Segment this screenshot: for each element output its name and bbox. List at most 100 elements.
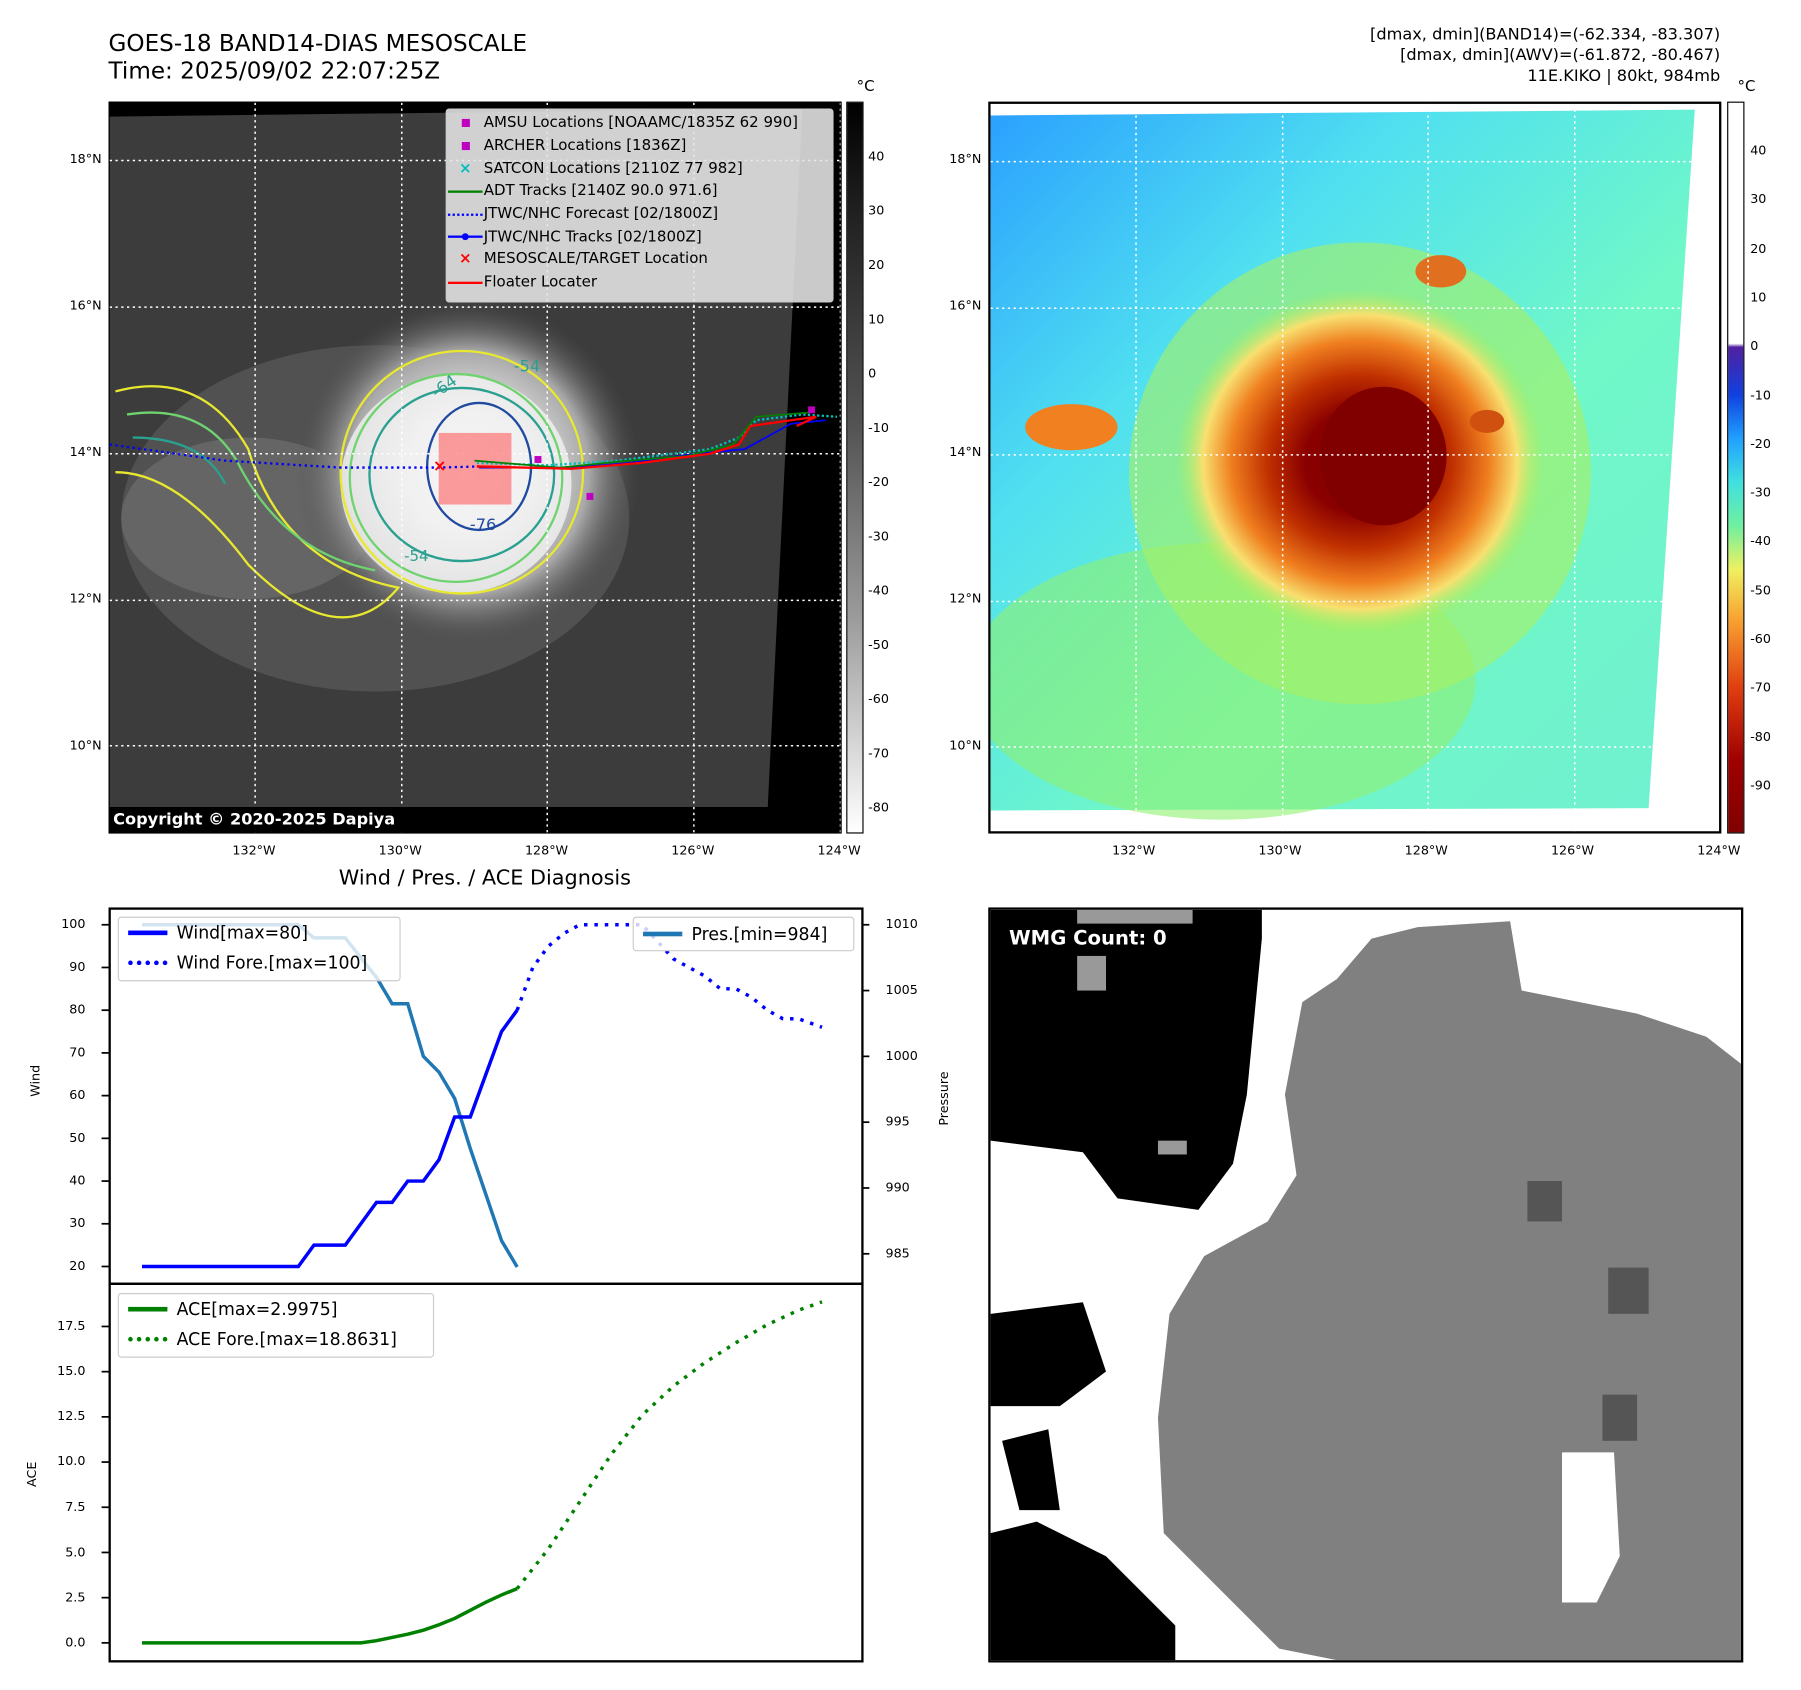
storm-info: 11E.KIKO | 80kt, 984mb [1527, 66, 1721, 86]
legend-item-jtwc-tracks: JTWC/NHC Tracks [02/1800Z] [447, 226, 833, 249]
pressure-tick-label: 995 [885, 1114, 910, 1130]
copyright-text: Copyright © 2020-2025 Dapiya [113, 810, 396, 829]
band14-dmax-dmin: [dmax, dmin](BAND14)=(-62.334, -83.307) [1370, 25, 1721, 44]
ace-tick-label: 2.5 [65, 1589, 86, 1605]
colorbar-tick-label: 20 [1750, 240, 1767, 256]
lon-label: 126°W [1550, 842, 1595, 858]
ace-chart [108, 1282, 864, 1663]
ace-legend: ACE[max=2.9975] ACE Fore.[max=18.8631] [117, 1293, 435, 1358]
left-map-time: Time: 2025/09/02 22:07:25Z [108, 56, 441, 85]
diagnosis-chart-title: Wind / Pres. / ACE Diagnosis [338, 865, 632, 891]
colorbar-tick-label: -50 [1750, 582, 1771, 598]
legend-item-pressure: Pres.[min=984] [634, 918, 853, 950]
contour-label: -76 [470, 515, 496, 534]
lat-label: 18°N [949, 151, 982, 167]
right-awv-map [988, 101, 1722, 834]
wind-tick-label: 80 [69, 1002, 86, 1018]
ace-tick-label: 0.0 [65, 1634, 86, 1650]
lat-label: 10°N [949, 737, 982, 753]
colorbar-tick-label: -70 [868, 745, 889, 761]
lat-label: 10°N [69, 737, 102, 753]
ace-tick-label: 10.0 [57, 1453, 86, 1469]
wind-legend: Wind[max=80] Wind Fore.[max=100] [117, 916, 401, 982]
pressure-tick-label: 1010 [885, 916, 918, 932]
ace-line [142, 1587, 518, 1645]
wind-tick-label: 40 [69, 1172, 86, 1188]
wmg-panel: WMG Count: 0 [988, 907, 1744, 1663]
ace-tick-label: 15.0 [57, 1363, 86, 1379]
colorbar-tick-label: 40 [1750, 143, 1767, 159]
legend-item-adt: ADT Tracks [2140Z 90.0 971.6] [447, 180, 833, 203]
legend-item-floater: Floater Locater [447, 271, 833, 294]
legend-item-ace-forecast: ACE Fore.[max=18.8631] [119, 1324, 433, 1354]
pressure-axis-label: Pressure [936, 1071, 952, 1126]
lon-label: 128°W [524, 842, 569, 858]
colorbar-tick-label: -30 [868, 528, 889, 544]
colorbar-tick-label: -60 [1750, 631, 1771, 647]
ace-axis-label: ACE [24, 1461, 40, 1487]
lon-label: 128°W [1404, 842, 1448, 858]
contour-label: -54 [514, 357, 540, 376]
right-map-imagery [990, 103, 1720, 832]
ace-tick-label: 5.0 [65, 1544, 86, 1560]
wind-tick-label: 50 [69, 1130, 86, 1146]
legend-item-satcon: × SATCON Locations [2110Z 77 982] [458, 160, 743, 178]
legend-item-wind: Wind[max=80] [119, 918, 400, 948]
colorbar-tick-label: -20 [868, 474, 889, 490]
wind-tick-label: 70 [69, 1044, 86, 1060]
lat-label: 14°N [949, 444, 982, 460]
colorbar-tick-label: -20 [1750, 436, 1771, 452]
wind-tick-label: 100 [61, 916, 86, 932]
colorbar-tick-label: 10 [868, 311, 885, 327]
graticule [990, 103, 1720, 832]
wind-tick-label: 90 [69, 959, 86, 975]
contour-label: -54 [404, 547, 428, 565]
ace-tick-label: 12.5 [57, 1408, 86, 1424]
left-map-legend: AMSU Locations [NOAAMC/1835Z 62 990] ARC… [445, 108, 834, 303]
wind-forecast-line [515, 923, 823, 1029]
wind-line [142, 1009, 519, 1269]
left-colorbar-unit: °C [856, 78, 875, 96]
colorbar-tick-label: -80 [868, 800, 889, 816]
colorbar-tick-label: 20 [868, 257, 885, 273]
lat-label: 12°N [69, 591, 102, 607]
lat-label: 12°N [949, 591, 982, 607]
lat-label: 18°N [69, 151, 102, 167]
wind-tick-label: 20 [69, 1258, 86, 1274]
colorbar-tick-label: -10 [1750, 387, 1771, 403]
ace-tick-label: 17.5 [57, 1318, 86, 1334]
wmg-count-label: WMG Count: 0 [1009, 927, 1167, 951]
colorbar-tick-label: -40 [1750, 533, 1771, 549]
wmg-mask-image [990, 909, 1741, 1661]
left-colorbar [846, 101, 864, 834]
lon-label: 132°W [232, 842, 276, 858]
pressure-tick-label: 1000 [885, 1048, 918, 1064]
lon-label: 132°W [1112, 842, 1156, 858]
colorbar-tick-label: 30 [1750, 191, 1767, 207]
lon-label: 130°W [1258, 842, 1302, 858]
lon-label: 124°W [817, 842, 861, 858]
lat-label: 16°N [69, 297, 102, 313]
pressure-tick-label: 985 [885, 1245, 910, 1261]
colorbar-tick-label: -60 [868, 691, 889, 707]
left-ir-map: -54 -64 -76 -54 × Copyright © 2020-2025 … [108, 101, 842, 834]
colorbar-tick-label: -50 [868, 637, 889, 653]
target-x-marker: × [433, 456, 447, 475]
satcon-track [476, 413, 838, 467]
awv-dmax-dmin: [dmax, dmin](AWV)=(-61.872, -80.467) [1400, 46, 1721, 65]
legend-item-wind-forecast: Wind Fore.[max=100] [119, 948, 400, 978]
colorbar-tick-label: 40 [868, 148, 885, 164]
wind-tick-label: 30 [69, 1215, 86, 1231]
colorbar-tick-label: -10 [868, 420, 889, 436]
colorbar-tick-label: 0 [868, 365, 877, 381]
jtwc-forecast-track [109, 443, 480, 469]
pressure-tick-label: 1005 [885, 982, 918, 998]
colorbar-tick-label: -90 [1750, 778, 1771, 794]
legend-item-ace: ACE[max=2.9975] [119, 1294, 433, 1324]
legend-item-amsu: AMSU Locations [NOAAMC/1835Z 62 990] [447, 112, 833, 135]
colorbar-tick-label: 30 [868, 203, 885, 219]
colorbar-tick-label: 0 [1750, 338, 1759, 354]
colorbar-tick-label: -30 [1750, 484, 1771, 501]
lon-label: 130°W [378, 842, 422, 858]
colorbar-tick-label: 10 [1750, 289, 1767, 305]
